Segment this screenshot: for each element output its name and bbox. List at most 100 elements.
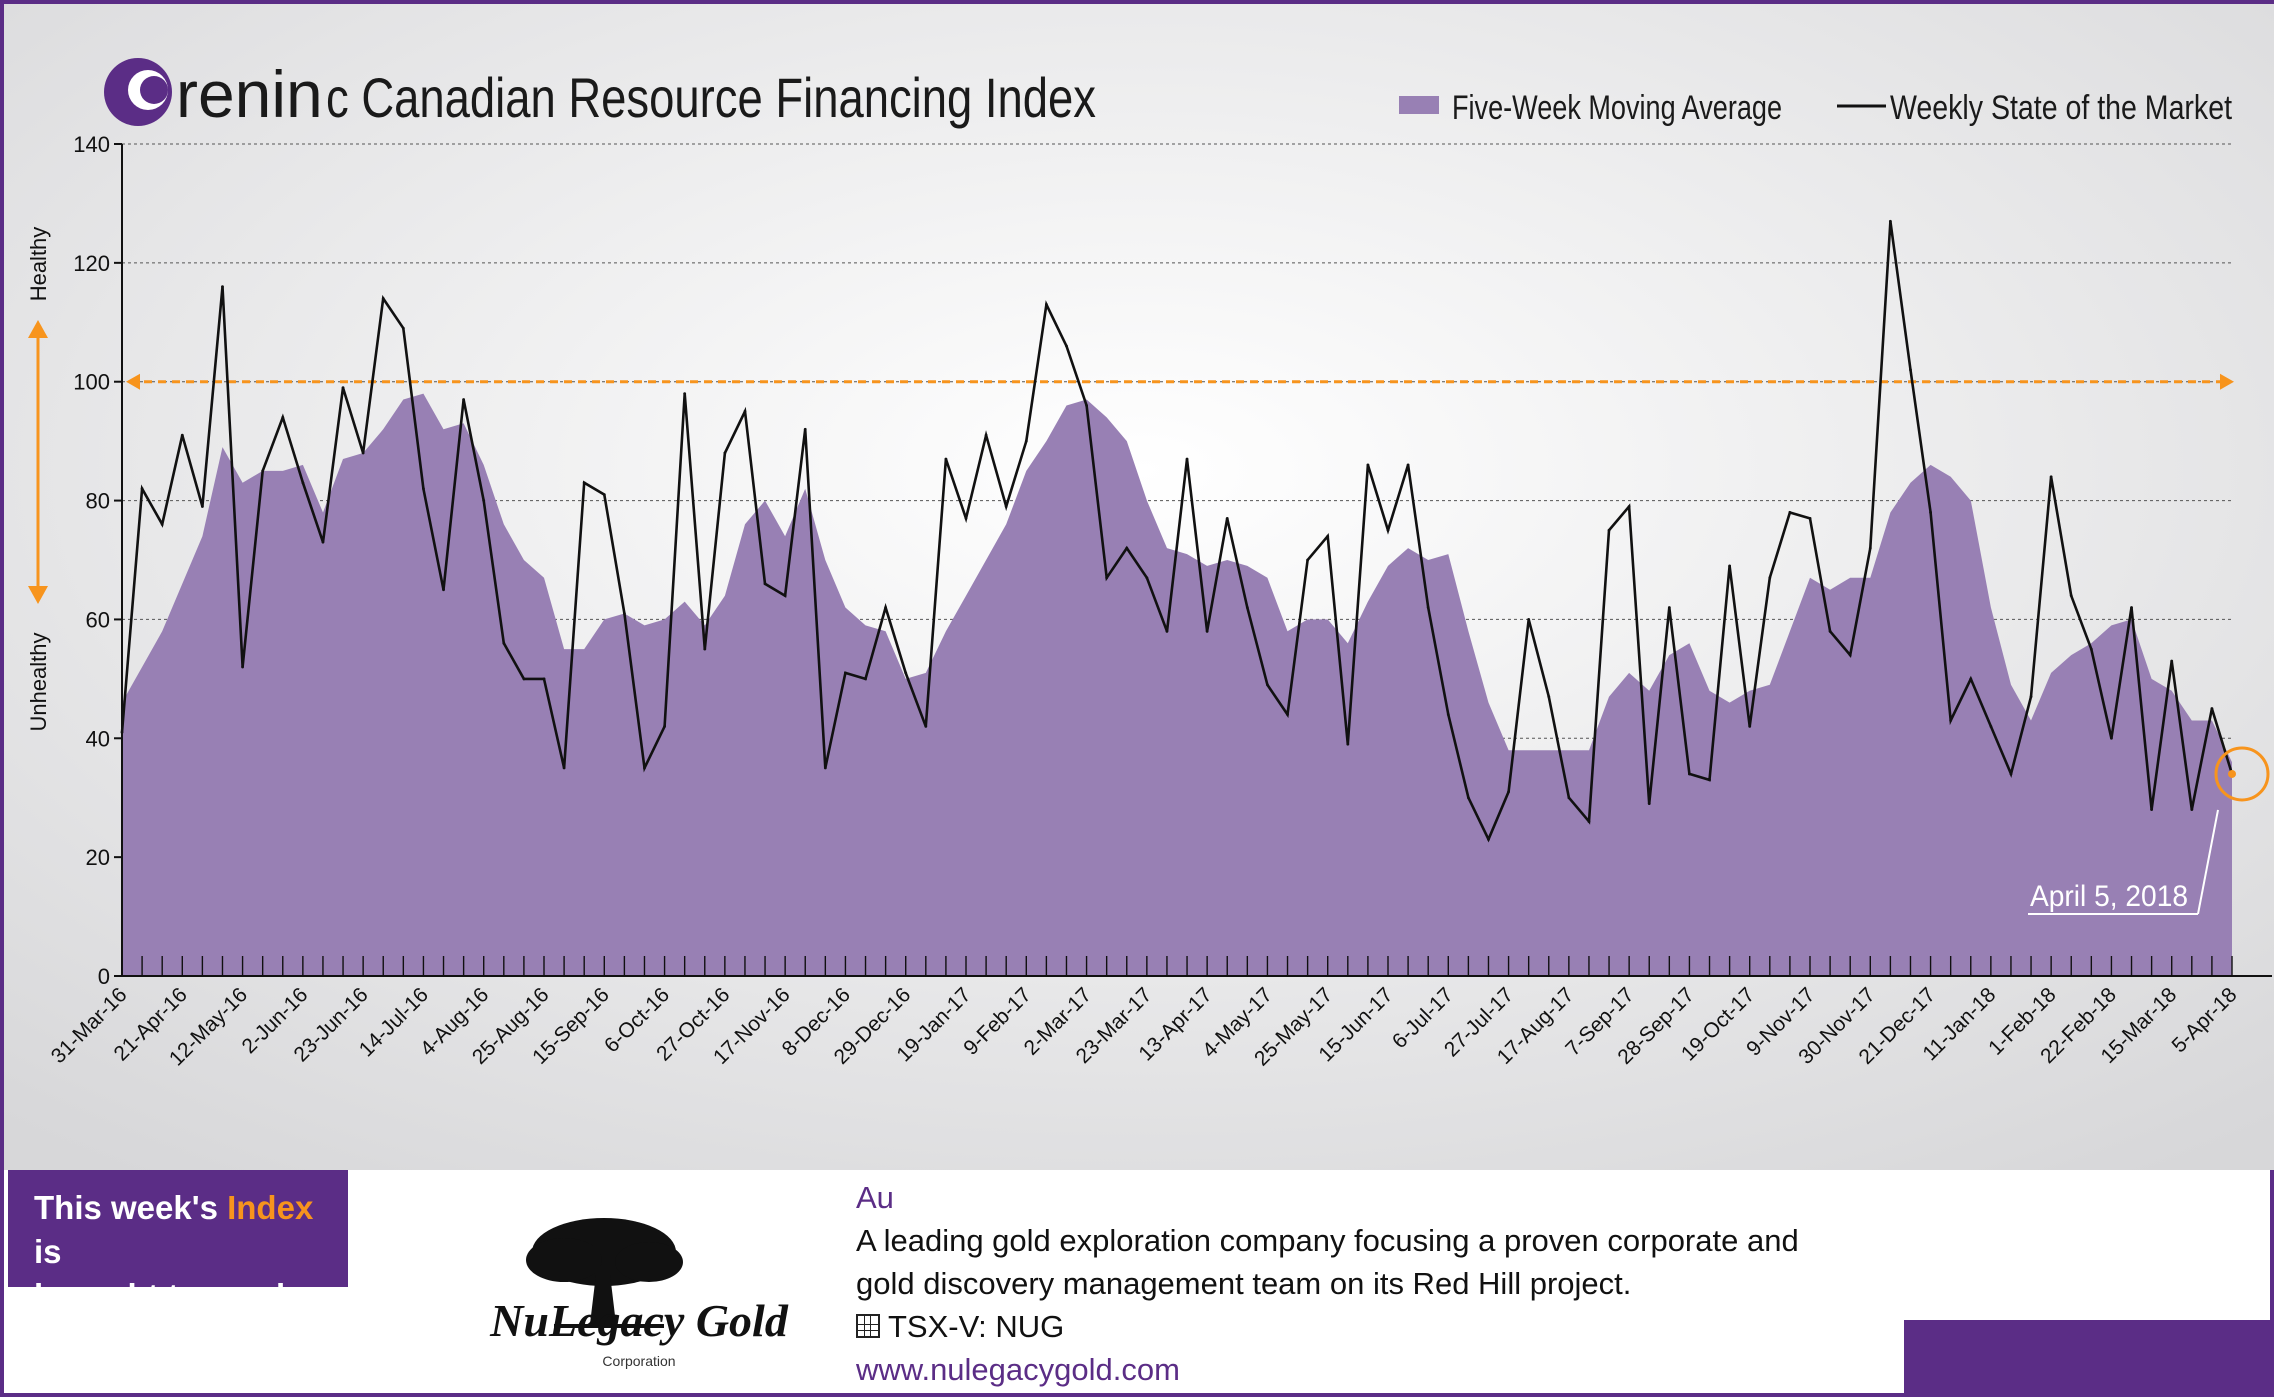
stock-chart-icon bbox=[856, 1313, 880, 1338]
weekly-point bbox=[422, 487, 425, 491]
weekly-point bbox=[1909, 368, 1912, 372]
weekly-point bbox=[904, 671, 908, 675]
weekly-point bbox=[1426, 606, 1430, 609]
weekly-point bbox=[1044, 303, 1048, 306]
weekly-point bbox=[1828, 629, 1832, 633]
description-line-1: A leading gold exploration company focus… bbox=[856, 1223, 1799, 1258]
weekly-point bbox=[261, 469, 265, 473]
weekly-point bbox=[321, 540, 325, 544]
sponsor-line1-suffix: is bbox=[34, 1233, 62, 1270]
weekly-point bbox=[743, 410, 747, 413]
unhealthy-label: Unhealthy bbox=[26, 632, 51, 731]
weekly-point bbox=[1406, 463, 1410, 467]
weekly-point bbox=[1004, 505, 1008, 508]
weekly-point bbox=[2170, 659, 2174, 663]
weekly-point bbox=[1607, 528, 1611, 532]
weekly-point bbox=[1688, 772, 1691, 776]
weekly-point bbox=[1225, 517, 1229, 520]
weekly-point bbox=[2029, 695, 2033, 699]
weekly-point bbox=[582, 481, 586, 485]
weekly-point bbox=[1446, 713, 1450, 716]
weekly-point bbox=[1386, 528, 1390, 532]
weekly-point bbox=[1808, 517, 1812, 520]
weekly-point bbox=[542, 677, 546, 681]
weekly-point bbox=[1929, 511, 1932, 514]
weekly-point bbox=[844, 671, 847, 675]
reference-arrow-left bbox=[126, 373, 140, 390]
brand-name: renin bbox=[176, 57, 323, 131]
moving-average-area bbox=[122, 393, 2232, 977]
weekly-point bbox=[783, 594, 787, 598]
weekly-point bbox=[1346, 742, 1350, 746]
weekly-point bbox=[1125, 546, 1129, 550]
company-subtitle: Corporation bbox=[602, 1353, 676, 1369]
weekly-point bbox=[1286, 713, 1289, 716]
metal-symbol: Au bbox=[856, 1180, 894, 1215]
weekly-point bbox=[1185, 457, 1189, 461]
weekly-point bbox=[1527, 618, 1531, 621]
weekly-point bbox=[1105, 576, 1109, 580]
health-arrow-up bbox=[28, 320, 48, 338]
weekly-point bbox=[361, 451, 365, 455]
weekly-point bbox=[1647, 802, 1651, 806]
weekly-point bbox=[1888, 219, 1892, 223]
weekly-point bbox=[1748, 725, 1752, 728]
weekly-point bbox=[1547, 695, 1551, 699]
legend: Five-Week Moving Average Weekly State of… bbox=[1399, 89, 2232, 127]
weekly-point bbox=[602, 493, 606, 497]
weekly-point bbox=[663, 725, 666, 728]
weekly-point bbox=[281, 415, 285, 419]
weekly-point bbox=[442, 588, 445, 592]
weekly-point bbox=[823, 766, 827, 770]
weekly-point bbox=[1366, 463, 1370, 467]
weekly-point bbox=[864, 677, 867, 681]
weekly-point bbox=[1326, 534, 1330, 538]
ticker-row: TSX-V: NUG bbox=[856, 1305, 1799, 1348]
weekly-point bbox=[683, 392, 687, 395]
weekly-point bbox=[502, 641, 506, 645]
latest-value-dot bbox=[2228, 769, 2236, 778]
weekly-point bbox=[301, 481, 305, 485]
weekly-point bbox=[1507, 790, 1510, 794]
weekly-point bbox=[2049, 475, 2053, 479]
chart-title: c Canadian Resource Financing Index bbox=[326, 66, 1096, 129]
weekly-point bbox=[562, 766, 566, 770]
weekly-point bbox=[2190, 808, 2194, 811]
weekly-point bbox=[1065, 344, 1068, 348]
weekly-point bbox=[1466, 796, 1470, 800]
weekly-point bbox=[964, 517, 968, 520]
weekly-point bbox=[1708, 778, 1711, 782]
weekly-point bbox=[924, 725, 928, 728]
weekly-point bbox=[462, 398, 466, 401]
ticker: TSX-V: NUG bbox=[888, 1309, 1065, 1344]
weekly-point bbox=[1587, 820, 1591, 823]
weekly-point bbox=[2110, 736, 2113, 740]
weekly-point bbox=[1848, 653, 1852, 657]
weekly-point bbox=[522, 677, 526, 681]
chart: renin c Canadian Resource Financing Inde… bbox=[4, 4, 2274, 1170]
weekly-point bbox=[1768, 576, 1772, 580]
weekly-point bbox=[984, 433, 988, 437]
weekly-point bbox=[140, 487, 144, 491]
weekly-point bbox=[763, 582, 767, 586]
reference-arrow-right bbox=[2220, 373, 2234, 390]
weekly-point bbox=[1969, 677, 1973, 681]
weekly-point bbox=[1024, 439, 1028, 443]
weekly-point bbox=[1205, 629, 1209, 633]
weekly-point bbox=[221, 285, 224, 289]
weekly-point bbox=[622, 612, 626, 615]
weekly-market-line bbox=[120, 221, 2234, 843]
weekly-point bbox=[1868, 546, 1872, 550]
weekly-point bbox=[2130, 606, 2133, 609]
weekly-point bbox=[944, 457, 948, 461]
weekly-point bbox=[643, 766, 646, 770]
tree-logo-icon bbox=[526, 1218, 683, 1328]
sponsor-line1-highlight: Index bbox=[227, 1189, 314, 1226]
website-link[interactable]: www.nulegacygold.com bbox=[856, 1352, 1180, 1387]
weekly-point bbox=[2009, 772, 2013, 776]
weekly-point bbox=[1949, 719, 1953, 722]
latest-value-circle bbox=[2214, 746, 2270, 802]
weekly-point bbox=[1627, 505, 1631, 508]
weekly-point bbox=[1245, 606, 1249, 609]
y-tick-label: 80 bbox=[86, 489, 110, 514]
